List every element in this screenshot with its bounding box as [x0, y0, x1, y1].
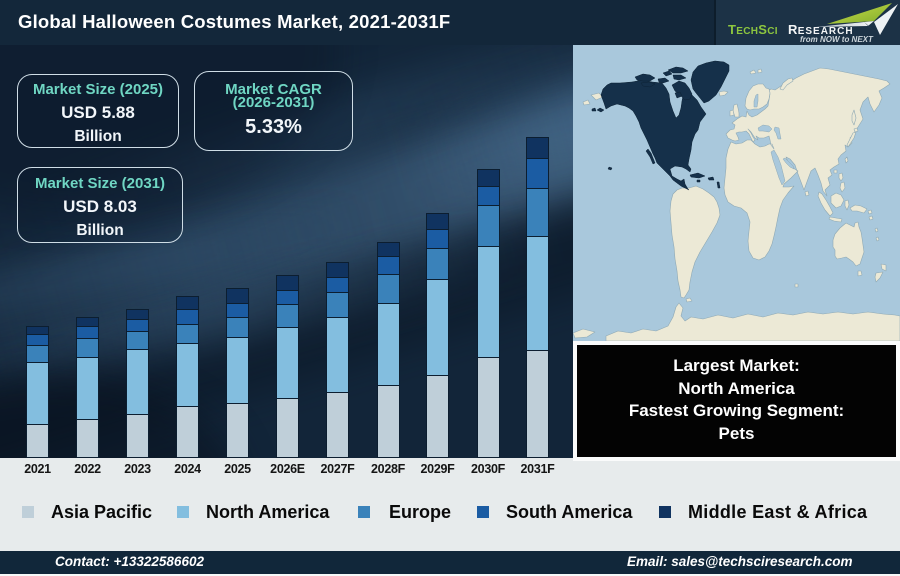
svg-text:RESEARCH: RESEARCH	[788, 22, 854, 37]
svg-text:TECHSCI: TECHSCI	[728, 22, 778, 37]
svg-text:from NOW to NEXT: from NOW to NEXT	[800, 35, 874, 44]
